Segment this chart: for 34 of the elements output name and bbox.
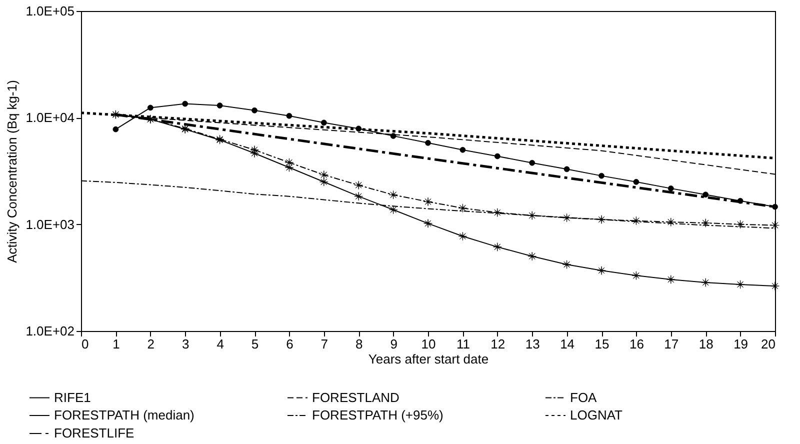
x-tick-label: 12 — [490, 336, 506, 352]
y-tick-label: 1.0E+03 — [26, 216, 74, 232]
x-tick-label: 19 — [734, 336, 748, 352]
x-tick-label: 9 — [390, 336, 398, 352]
y-tick-label: 1.0E+05 — [26, 4, 74, 18]
x-tick-label: 11 — [456, 336, 470, 352]
legend-label: FORESTPATH (+95%) — [312, 408, 444, 422]
x-tick-label: 5 — [251, 336, 259, 352]
x-tick-label: 15 — [594, 336, 610, 352]
legend-label: LOGNAT — [570, 408, 623, 422]
x-tick-label: 8 — [355, 336, 363, 352]
x-tick-label: 1 — [112, 336, 120, 352]
x-tick-label: 6 — [286, 336, 294, 352]
y-tick-label: 1.0E+02 — [26, 324, 74, 338]
x-tick-label: 16 — [629, 336, 644, 352]
x-tick-label: 0 — [82, 336, 89, 352]
x-tick-label: 14 — [560, 336, 575, 352]
legend-label: FORESTPATH (median) — [54, 408, 194, 422]
x-tick-label: 18 — [698, 336, 714, 352]
legend-label: RIFE1 — [54, 390, 91, 405]
legend-label: FORESTLAND — [312, 390, 400, 405]
x-tick-label: 13 — [525, 336, 540, 352]
x-tick-label: 2 — [147, 336, 155, 352]
y-axis-title: Activity Concentration (Bq kg-1) — [4, 80, 20, 263]
legend-label: FOA — [570, 390, 598, 405]
legend-label: FORESTLIFE — [54, 426, 135, 440]
x-tick-label: 7 — [320, 336, 328, 352]
x-tick-label: 10 — [421, 336, 436, 352]
x-tick-label: 17 — [664, 336, 679, 352]
y-tick-label: 1.0E+04 — [26, 110, 74, 126]
x-tick-label: 3 — [182, 336, 190, 352]
x-tick-label: 4 — [216, 336, 224, 352]
x-tick-label: 20 — [761, 336, 776, 352]
x-axis-title: Years after start date — [368, 352, 489, 366]
